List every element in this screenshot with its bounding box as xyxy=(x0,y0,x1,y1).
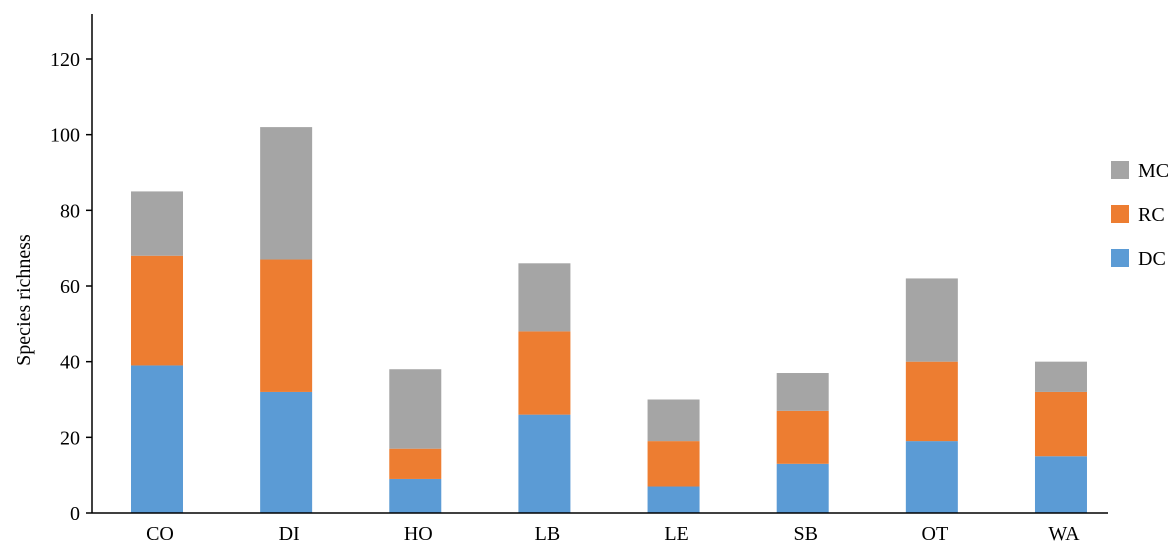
y-tick-label: 120 xyxy=(50,49,80,71)
x-tick-label: OT xyxy=(922,523,949,542)
legend-swatch-rc xyxy=(1111,205,1129,223)
legend-label-rc: RC xyxy=(1138,204,1165,226)
bar-mc-ho xyxy=(389,369,442,449)
bar-rc-sb xyxy=(776,410,829,464)
x-tick-label: HO xyxy=(404,523,433,542)
x-tick-label: SB xyxy=(793,523,817,542)
bar-mc-co xyxy=(131,191,183,256)
x-ticks: CO DI HO LB LE SB OT WA xyxy=(146,523,1080,542)
bar-dc-di xyxy=(260,391,313,513)
x-tick-label: WA xyxy=(1048,523,1080,542)
bar-rc-di xyxy=(260,259,313,392)
bar-mc-lb xyxy=(518,263,571,332)
bar-mc-le xyxy=(647,399,700,442)
legend-label-dc: DC xyxy=(1138,248,1166,270)
bar-mc-sb xyxy=(776,373,829,411)
bar-rc-wa xyxy=(1034,391,1087,457)
legend: MC RC DC xyxy=(1111,160,1169,270)
y-ticks: 0 20 40 60 80 100 120 xyxy=(50,49,92,525)
bar-mc-wa xyxy=(1034,361,1087,392)
bar-dc-co xyxy=(131,365,183,513)
y-tick-label: 20 xyxy=(60,427,80,449)
x-tick-label: DI xyxy=(279,523,300,542)
bar-mc-ot xyxy=(905,278,958,362)
bar-dc-sb xyxy=(776,463,829,513)
legend-swatch-mc xyxy=(1111,161,1129,179)
legend-swatch-dc xyxy=(1111,249,1129,267)
bar-mc-di xyxy=(260,127,313,260)
x-tick-label: LE xyxy=(664,523,688,542)
bar-rc-co xyxy=(131,255,183,366)
bar-rc-ho xyxy=(389,448,442,479)
y-tick-label: 60 xyxy=(60,276,80,298)
y-tick-label: 40 xyxy=(60,352,80,374)
legend-label-mc: MC xyxy=(1138,160,1169,182)
bar-dc-ho xyxy=(389,478,442,513)
bar-dc-le xyxy=(647,486,700,513)
bar-rc-ot xyxy=(905,361,958,442)
bars-layer xyxy=(131,127,1087,513)
y-tick-label: 100 xyxy=(50,125,80,147)
x-tick-label: LB xyxy=(535,523,561,542)
bar-dc-ot xyxy=(905,441,958,513)
axes-layer xyxy=(91,14,1108,514)
bar-dc-wa xyxy=(1034,456,1087,513)
x-tick-label: CO xyxy=(146,523,174,542)
bar-rc-lb xyxy=(518,331,571,415)
bar-rc-le xyxy=(647,441,700,487)
y-tick-label: 0 xyxy=(70,503,80,525)
bar-dc-lb xyxy=(518,414,571,513)
y-tick-label: 80 xyxy=(60,200,80,222)
y-axis-title: Species richness xyxy=(13,234,35,366)
